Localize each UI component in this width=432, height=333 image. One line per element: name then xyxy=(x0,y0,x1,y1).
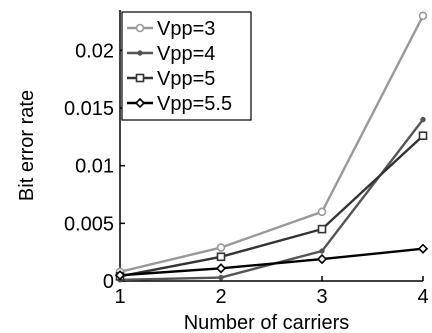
series-group xyxy=(115,131,428,281)
data-point xyxy=(135,73,145,83)
data-point xyxy=(137,50,143,56)
y-tick-label: 0.005 xyxy=(64,213,114,235)
series-group xyxy=(114,243,429,281)
data-point xyxy=(316,253,328,265)
data-point xyxy=(418,131,428,140)
data-point xyxy=(317,224,327,234)
x-axis-label: Number of carriers xyxy=(184,312,350,333)
y-axis-label: Bit error rate xyxy=(16,90,38,201)
series-line xyxy=(119,15,425,273)
legend: Vpp=3 Vpp=4 Vpp=5 Vpp=5.5 xyxy=(121,11,252,121)
data-point xyxy=(218,274,224,281)
data-point xyxy=(114,270,126,281)
series-line xyxy=(119,118,424,282)
legend-label: Vpp=5 xyxy=(157,68,215,90)
x-tick-label: 2 xyxy=(215,286,226,308)
legend-label: Vpp=5.5 xyxy=(157,93,232,115)
data-point xyxy=(317,207,327,217)
x-tick-label: 3 xyxy=(316,286,327,308)
axes xyxy=(119,10,423,282)
data-point xyxy=(134,97,146,109)
data-point xyxy=(319,248,325,254)
data-point xyxy=(420,116,426,123)
legend-label: Vpp=3 xyxy=(157,18,215,40)
series-line xyxy=(119,134,424,278)
series-group xyxy=(117,116,426,283)
legend-label: Vpp=4 xyxy=(157,43,215,65)
y-ticks: 0 0.005 0.01 0.015 0.02 xyxy=(64,40,125,293)
data-point xyxy=(135,23,145,33)
data-point xyxy=(215,263,227,274)
data-point xyxy=(418,11,428,21)
series-lines xyxy=(114,11,429,283)
y-tick-label: 0.02 xyxy=(75,40,114,62)
x-tick-label: 4 xyxy=(417,286,428,308)
y-tick-label: 0.015 xyxy=(64,98,114,120)
data-point xyxy=(417,243,429,254)
y-tick-label: 0 xyxy=(103,271,114,293)
data-point xyxy=(216,243,226,252)
data-point xyxy=(216,252,226,262)
x-tick-label: 1 xyxy=(114,286,125,308)
y-tick-label: 0.01 xyxy=(75,156,114,178)
series-line xyxy=(119,247,424,277)
